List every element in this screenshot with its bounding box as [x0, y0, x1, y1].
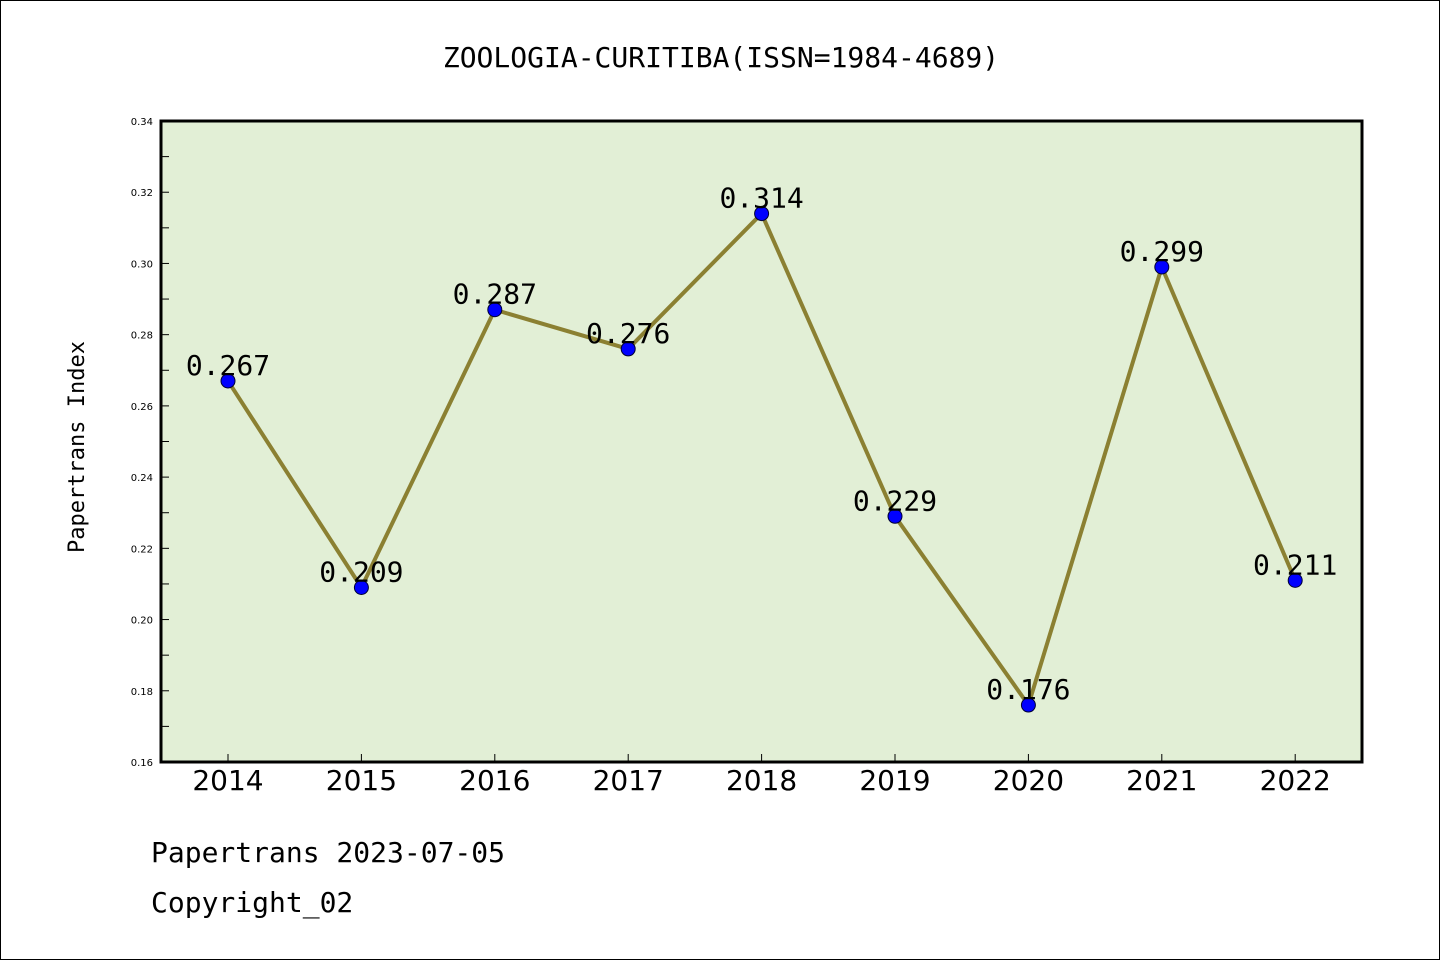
y-tick-label: 0.34: [131, 117, 153, 128]
data-label: 0.299: [1120, 235, 1204, 268]
x-tick-label: 2014: [192, 764, 263, 797]
footer-date: Papertrans 2023-07-05: [151, 836, 506, 869]
x-tick-label: 2019: [859, 764, 930, 797]
data-label: 0.314: [719, 182, 803, 215]
data-label: 0.287: [453, 278, 537, 311]
y-axis-ticks: 0.16 0.18 0.20 0.22 0.24 0.26 0.28 0.30 0.32 0.34: [131, 117, 169, 769]
data-point: [887, 508, 903, 524]
data-label: 0.211: [1253, 548, 1337, 581]
data-label: 0.267: [186, 349, 270, 382]
y-tick-label: 0.24: [131, 473, 153, 484]
x-tick-label: 2022: [1260, 764, 1331, 797]
footer-copyright: Copyright_02: [151, 886, 354, 919]
y-tick-label: 0.18: [131, 687, 153, 698]
x-tick-label: 2021: [1126, 764, 1197, 797]
data-label: 0.209: [319, 556, 403, 589]
data-point: [1154, 259, 1170, 275]
plot-area: [159, 119, 1364, 764]
data-point: [353, 580, 369, 596]
y-axis-label: Papertrans Index: [65, 341, 90, 553]
y-tick-label: 0.28: [131, 331, 153, 342]
data-label: 0.176: [986, 673, 1070, 706]
y-tick-label: 0.20: [131, 616, 153, 627]
y-tick-label: 0.30: [131, 259, 153, 270]
y-tick-label: 0.32: [131, 188, 153, 199]
x-tick-label: 2018: [726, 764, 797, 797]
y-tick-label: 0.22: [131, 544, 153, 555]
x-tick-label: 2020: [993, 764, 1064, 797]
y-tick-label: 0.16: [131, 758, 153, 769]
data-point: [220, 373, 236, 389]
data-labels: 0.267 0.209 0.287 0.276 0.314 0.229 0.176 0.299…: [186, 182, 1337, 706]
data-point: [1287, 572, 1303, 588]
data-label: 0.229: [853, 484, 937, 517]
x-tick-label: 2015: [326, 764, 397, 797]
x-tick-label: 2017: [593, 764, 664, 797]
data-point: [1020, 697, 1036, 713]
chart-title: ZOOLOGIA-CURITIBA(ISSN=1984-4689): [443, 41, 999, 74]
data-label: 0.276: [586, 317, 670, 350]
x-tick-label: 2016: [459, 764, 530, 797]
data-point: [754, 206, 770, 222]
x-axis-ticks: 2014 2015 2016 2017 2018 2019 2020 2021 2022: [192, 754, 1331, 797]
series-markers: [220, 206, 1303, 713]
data-point: [487, 302, 503, 318]
data-point: [620, 341, 636, 357]
y-tick-label: 0.26: [131, 402, 153, 413]
